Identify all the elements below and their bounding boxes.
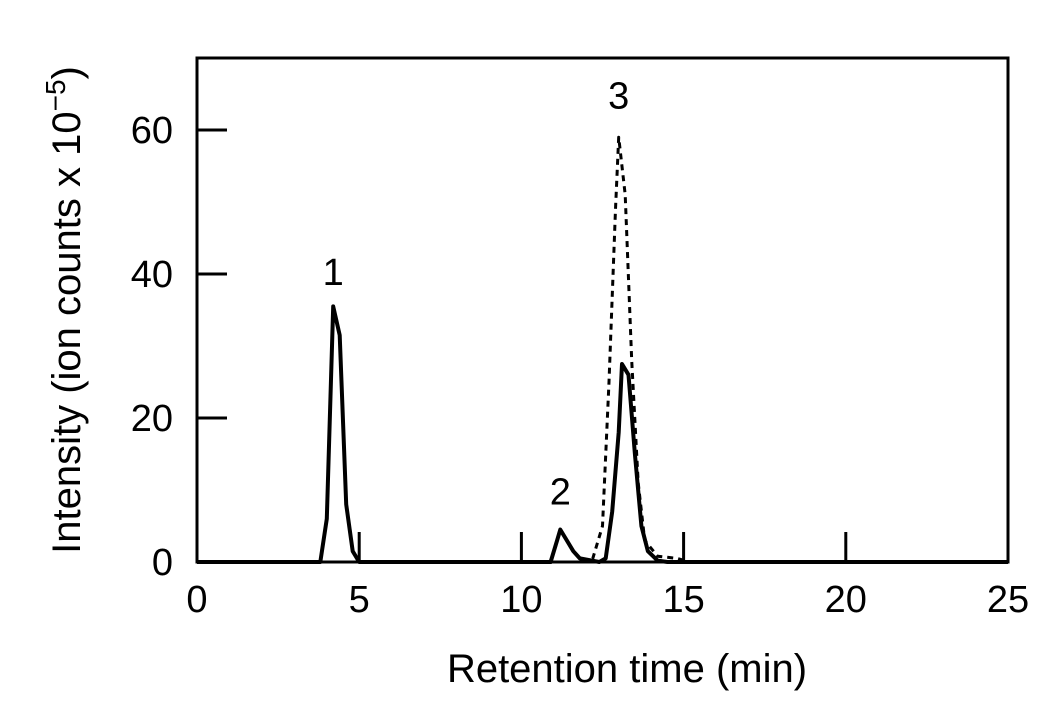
plot-frame [195,56,1010,564]
plot-content [197,135,1008,564]
series-line-2-dashed [197,135,1008,564]
y-axis-title: Intensity (ion counts x 10−5) [40,66,89,554]
peak-annotations: 1 2 3 [323,75,630,513]
peak-label-3: 3 [608,75,629,117]
x-tick-label: 0 [186,579,207,621]
y-tick-label: 0 [152,542,173,584]
y-tick-label: 40 [131,254,173,296]
x-tick-label: 10 [500,579,542,621]
x-tick-label: 15 [662,579,704,621]
peak-label-1: 1 [323,252,344,294]
x-axis: 0 5 10 15 20 25 [186,532,1029,621]
y-axis-title-exponent: −5 [40,79,71,111]
peak-label-2: 2 [550,471,571,513]
x-axis-title: Retention time (min) [447,647,807,691]
series-line-1-solid [197,304,1008,564]
y-axis-title-close: ) [45,66,89,79]
y-tick-label: 20 [131,398,173,440]
x-tick-label: 25 [987,579,1029,621]
x-tick-label: 20 [825,579,867,621]
y-axis-title-main: Intensity (ion counts x 10 [45,111,89,553]
y-tick-label: 60 [131,110,173,152]
x-tick-label: 5 [349,579,370,621]
y-axis: 0 20 40 60 [131,110,227,584]
